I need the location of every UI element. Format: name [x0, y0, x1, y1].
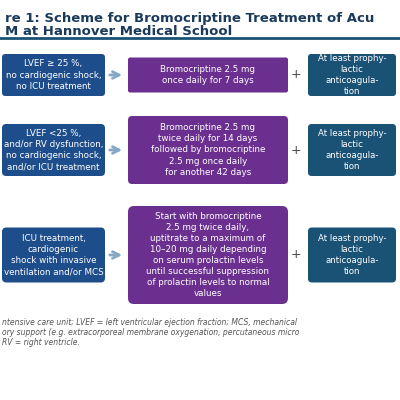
Text: Bromocriptine 2.5 mg
twice daily for 14 days
followed by bromocriptine
2.5 mg on: Bromocriptine 2.5 mg twice daily for 14 …	[151, 123, 265, 177]
Text: re 1: Scheme for Bromocriptine Treatment of Acu: re 1: Scheme for Bromocriptine Treatment…	[5, 12, 374, 25]
Text: +: +	[291, 68, 302, 82]
FancyBboxPatch shape	[2, 124, 105, 176]
Text: ntensive care unit; LVEF = left ventricular ejection fraction; MCS, mechanical: ntensive care unit; LVEF = left ventricu…	[2, 318, 297, 327]
Text: At least prophy-
lactic
anticoagula-
tion: At least prophy- lactic anticoagula- tio…	[318, 234, 386, 276]
Text: At least prophy-
lactic
anticoagula-
tion: At least prophy- lactic anticoagula- tio…	[318, 54, 386, 96]
FancyBboxPatch shape	[128, 206, 288, 304]
Text: LVEF ≥ 25 %,
no cardiogenic shock,
no ICU treatment: LVEF ≥ 25 %, no cardiogenic shock, no IC…	[6, 59, 101, 91]
FancyBboxPatch shape	[128, 116, 288, 184]
Text: Start with bromocriptine
2.5 mg twice daily,
uptitrate to a maximum of
10–20 mg : Start with bromocriptine 2.5 mg twice da…	[146, 212, 270, 298]
Text: LVEF <25 %,
and/or RV dysfunction,
no cardiogenic shock,
and/or ICU treatment: LVEF <25 %, and/or RV dysfunction, no ca…	[4, 129, 103, 171]
Text: +: +	[291, 248, 302, 262]
FancyBboxPatch shape	[2, 228, 105, 282]
FancyBboxPatch shape	[308, 228, 396, 282]
FancyBboxPatch shape	[308, 124, 396, 176]
Text: Bromocriptine 2.5 mg
once daily for 7 days: Bromocriptine 2.5 mg once daily for 7 da…	[160, 65, 256, 85]
FancyBboxPatch shape	[2, 54, 105, 96]
Text: RV = right ventricle.: RV = right ventricle.	[2, 338, 80, 347]
Text: At least prophy-
lactic
anticoagula-
tion: At least prophy- lactic anticoagula- tio…	[318, 129, 386, 171]
Text: ICU treatment,
cardiogenic
shock with invasive
ventilation and/or MCS: ICU treatment, cardiogenic shock with in…	[4, 234, 103, 276]
Text: ory support (e.g. extracorporeal membrane oxygenation, percutaneous micro: ory support (e.g. extracorporeal membran…	[2, 328, 299, 337]
Text: M at Hannover Medical School: M at Hannover Medical School	[5, 25, 232, 38]
FancyBboxPatch shape	[308, 54, 396, 96]
FancyBboxPatch shape	[128, 58, 288, 92]
Text: +: +	[291, 144, 302, 156]
